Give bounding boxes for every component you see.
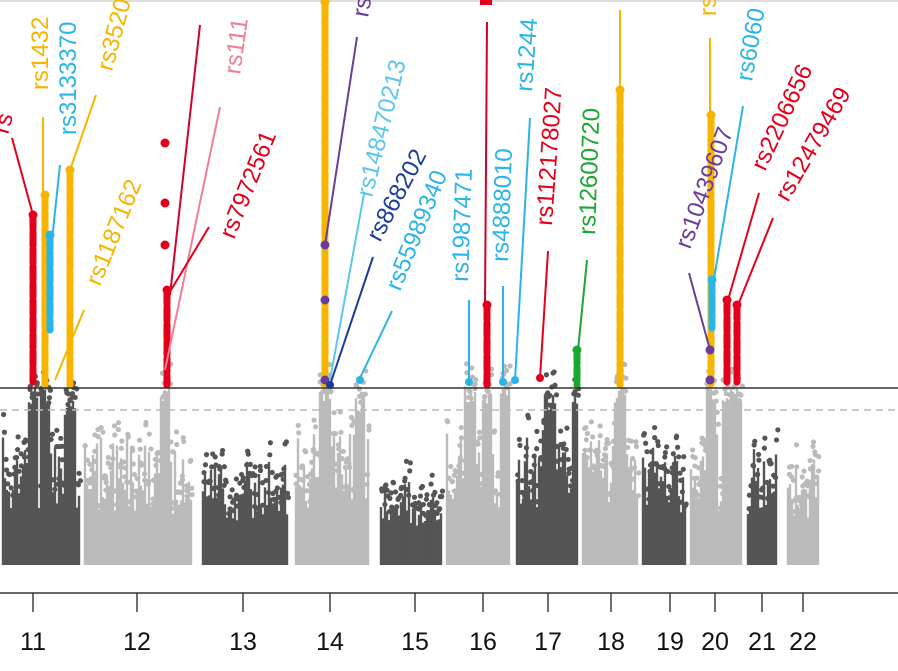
x-tick-label: 22: [789, 628, 817, 656]
snp-point: [356, 376, 364, 384]
leader-line: [359, 310, 393, 379]
chromosome-12-points: [82, 361, 195, 565]
snp-point: [705, 375, 715, 385]
significant-snp-column: [162, 285, 172, 389]
chromosome-20-points: [689, 360, 745, 565]
chromosome-21-points: [746, 427, 781, 565]
leader-line: [164, 106, 221, 371]
leader-line: [169, 24, 201, 296]
leader-line: [54, 309, 85, 381]
chromosome-15-points: [379, 458, 446, 565]
significant-snp-column: [722, 295, 732, 389]
significant-snp-column: [707, 275, 717, 334]
snp-label: rs: [695, 0, 722, 16]
leader-line: [51, 164, 61, 241]
leader-line: [737, 217, 774, 306]
x-tick-label: 15: [401, 628, 429, 656]
leader-line: [539, 250, 549, 379]
chromosome-19-points: [641, 424, 689, 565]
snp-point: [320, 295, 330, 305]
chromosome-14-points: [293, 361, 372, 565]
chromosome-17-points: [515, 366, 582, 565]
leader-line: [69, 94, 97, 171]
x-tick-label: 20: [701, 628, 729, 656]
snp-label: rs: [347, 0, 377, 19]
snp-label: rs7972561: [215, 127, 283, 242]
significant-snp-column: [572, 345, 582, 389]
snp-label: rs111: [219, 16, 254, 76]
significant-snp-column: [732, 300, 742, 386]
snp-label: rs3133370: [55, 22, 82, 135]
snp-point: [160, 138, 170, 148]
snp-label: rs: [0, 110, 19, 136]
leader-line: [727, 192, 760, 301]
leader-line: [324, 36, 358, 246]
significant-snp-column: [320, 0, 330, 389]
x-tick-label: 11: [20, 628, 46, 656]
chromosome-13-points: [201, 439, 291, 565]
leader-line: [329, 256, 374, 386]
snp-label: rs1432: [27, 17, 54, 90]
chromosome-18-points: [581, 361, 642, 565]
leader-line: [11, 137, 34, 216]
x-tick-label: 18: [597, 628, 625, 656]
significant-snp-column: [482, 300, 492, 389]
x-tick-label: 12: [123, 628, 151, 656]
chromosome-16-points: [444, 361, 513, 565]
leader-line: [329, 193, 365, 381]
snp-label: rs12600720: [574, 108, 605, 236]
snp-point: [160, 240, 170, 250]
snp-point: [480, 0, 492, 5]
snp-point: [160, 198, 170, 208]
snp-label: rs3520: [92, 0, 137, 74]
leader-line: [484, 21, 488, 306]
snp-label: rs1987471: [447, 168, 478, 282]
leader-line: [167, 226, 210, 296]
leader-line: [577, 259, 588, 351]
leader-line: [688, 272, 711, 351]
leader-line: [712, 105, 744, 286]
snp-label: rs6060: [731, 6, 770, 83]
snp-label: rs1187162: [81, 176, 148, 290]
x-tick-label: 17: [534, 628, 562, 656]
x-tick-label: 19: [656, 628, 684, 656]
leader-line: [514, 117, 531, 381]
significant-snp-column: [28, 210, 38, 389]
x-tick-label: 16: [469, 628, 497, 656]
x-tick-label: 14: [316, 628, 344, 656]
chromosome-22-points: [786, 439, 822, 565]
x-tick-label: 21: [748, 628, 776, 656]
snp-label: rs112178027: [531, 87, 568, 227]
significant-snp-column: [45, 230, 55, 334]
chromosome-11-points: [0, 367, 84, 565]
snp-label: rs4888010: [487, 148, 518, 262]
snp-label: rs1244: [511, 17, 543, 92]
significant-snp-column: [615, 85, 625, 389]
x-tick-label: 13: [229, 628, 257, 656]
